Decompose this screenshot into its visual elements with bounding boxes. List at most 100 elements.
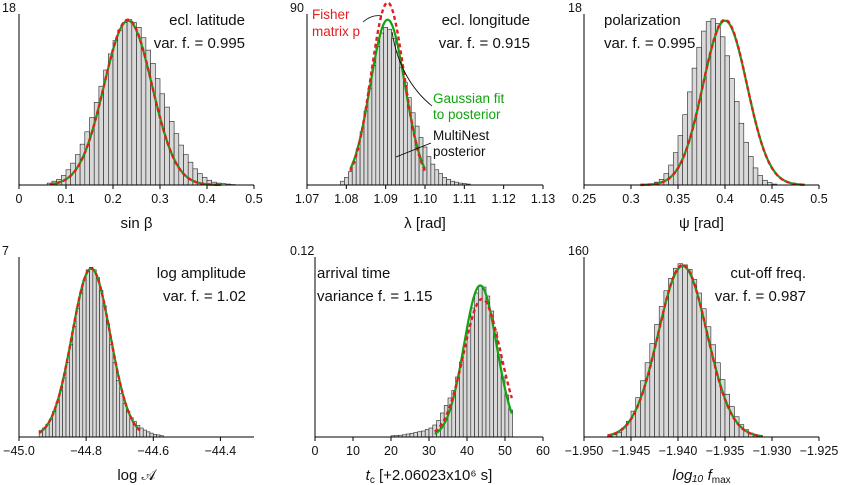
x-tick-label: 1.12 [491,192,515,206]
histogram-bar [178,144,184,186]
histogram-bar [663,290,669,438]
x-tick-label: −44.8 [70,444,102,458]
y-max-label: 7 [2,244,9,258]
x-axis-label: λ [rad] [404,215,446,232]
histogram-bar [122,22,128,186]
histogram-bar [117,29,123,186]
callout-gauss-line1: Gaussian fit [433,91,505,106]
x-tick-label: 0.5 [245,192,262,206]
callout-fisher-line2: matrix p [312,24,360,39]
histogram-bar [421,430,426,438]
histogram-bar [72,326,77,438]
x-tick-label: −1.945 [612,444,651,458]
panel-arrival-time: 0.12 0 10 20 30 40 50 60 tc [+2.06023x10⁶ s] arri… [290,244,550,485]
annotation-variance: var. f. = 0.987 [715,288,806,305]
annotation-title: log amplitude [157,265,246,282]
x-tick-label: 1.13 [531,192,555,206]
histogram-bar [743,141,749,186]
fisher-matrix-curve [640,18,805,187]
histogram-bar [344,177,349,186]
histogram-bar [82,279,87,438]
histogram-bar [446,179,451,186]
y-max-label: 18 [568,1,582,15]
histogram-bar [99,290,104,438]
x-tick-label: 40 [460,444,474,458]
histogram-bar [672,267,679,438]
x-tick-label: 1.10 [413,192,437,206]
callout-fisher-leader [362,15,383,23]
x-tick-label: −44.4 [205,444,237,458]
x-tick-label: 1.11 [453,192,476,206]
y-max-label: 90 [290,1,304,15]
histogram-bar [413,432,418,438]
histogram-bar [691,279,698,438]
histogram-bar [92,269,97,438]
y-max-label: 18 [2,1,16,15]
histogram-bar [677,263,683,438]
histogram-bar [119,392,124,438]
x-tick-label: 20 [384,444,398,458]
x-axis-label: tc [+2.06023x10⁶ s] [366,467,493,485]
fisher-matrix-curve [607,263,763,438]
callout-multinest-line2: posterior [433,144,486,159]
x-tick-label: −1.940 [659,444,698,458]
histogram-bar [75,308,80,438]
histogram-bar [116,380,121,438]
histogram-bar [126,19,133,186]
x-tick-label: 1.08 [334,192,358,206]
x-tick-label: 0.1 [57,192,74,206]
histogram-bar [752,167,759,186]
histogram-bar [485,295,491,438]
histogram-bar [379,32,384,186]
histogram-bar [79,292,84,438]
histogram-bar [399,66,404,186]
x-tick-label: −1.935 [706,444,745,458]
x-tick-label: −44.6 [137,444,169,458]
panel-log-amplitude: 7 −45.0 −44.8 −44.6 −44.4 log 𝒜 log amplitude v… [2,244,254,484]
histogram-bar [696,46,702,186]
annotation-title: cut-off freq. [730,265,806,282]
histogram-bar [466,325,472,438]
x-tick-label: 0.35 [666,192,690,206]
x-axis-label: log₁₀ fmax [672,467,730,485]
histogram-bar [375,45,381,186]
x-tick-label: 0 [312,444,319,458]
histogram-bar [155,78,161,186]
histogram-bar [391,38,396,186]
fisher-matrix-curve [49,18,222,187]
fisher-matrix-curve [349,1,427,172]
gaussian-fit-curve [349,18,426,170]
histogram-bar [729,78,735,186]
histogram-bar [701,30,707,186]
annotation-title: ecl. longitude [442,12,530,29]
histogram-bar [89,266,94,438]
x-tick-label: 10 [346,444,360,458]
histogram-bar [58,390,63,438]
histogram-bar [395,51,400,186]
histogram-bar [734,101,740,186]
histogram-bar [724,55,730,186]
x-tick-label: 0 [16,192,23,206]
x-tick-label: 0.25 [572,192,596,206]
histogram-bar [109,344,114,438]
histogram-bar [146,431,151,438]
panel-ecl-longitude: 90 1.07 1.08 1.09 1.10 1.11 1.12 1.13 λ [rad] ecl… [290,1,555,232]
histogram-bar [65,362,70,438]
histogram-bar [470,307,475,438]
histogram-bar [738,122,745,186]
callout-fisher-line1: Fisher [312,7,350,22]
x-tick-label: 0.45 [760,192,784,206]
gaussian-fit-curve [434,284,513,435]
histogram-bar [409,432,415,438]
histogram-bar [347,171,353,186]
histogram-bar [438,173,443,186]
histogram-bar [428,427,434,438]
annotation-variance: var. f. = 0.995 [604,35,695,52]
x-tick-label: 30 [422,444,436,458]
histogram-bar [426,156,432,186]
x-tick-label: 0.3 [622,192,639,206]
annotation-variance: var. f. = 1.02 [163,288,246,305]
histogram-bar [668,278,674,438]
histogram-bar [762,179,768,186]
